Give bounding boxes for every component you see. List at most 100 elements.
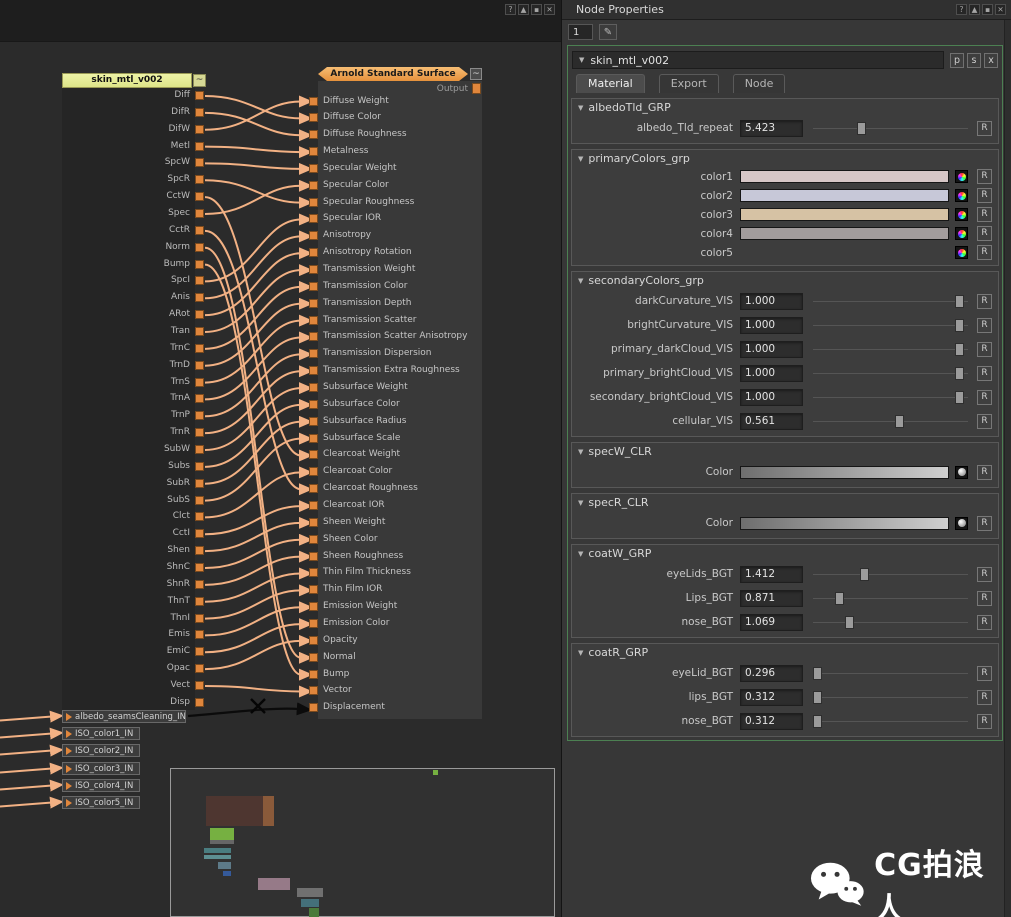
source-port-TrnP[interactable] [195, 411, 204, 421]
color-picker-icon[interactable] [955, 189, 968, 202]
slider-handle[interactable] [813, 666, 822, 680]
target-port-Sheen Weight[interactable] [309, 517, 318, 527]
reset-button[interactable]: R [977, 169, 992, 184]
slider[interactable] [813, 567, 968, 582]
source-port-DifW[interactable] [195, 124, 204, 134]
reset-button[interactable]: R [977, 389, 992, 405]
input-node-albedo_seamsCleaning_IN[interactable]: albedo_seamsCleaning_IN [62, 710, 186, 723]
source-port-Diff[interactable] [195, 91, 204, 100]
value-field[interactable]: 1.000 [740, 364, 803, 382]
source-port-CctW[interactable] [195, 192, 204, 202]
reset-button[interactable]: R [977, 341, 992, 357]
source-port-Norm[interactable] [195, 242, 204, 252]
target-port-Transmission Color[interactable] [309, 281, 318, 291]
color-picker-icon[interactable] [955, 227, 968, 240]
reset-button[interactable]: R [977, 665, 992, 681]
target-port-Clearcoat Roughness[interactable] [309, 484, 318, 494]
reset-button[interactable]: R [977, 689, 992, 705]
close-icon[interactable]: ✕ [544, 4, 555, 15]
target-port-Vector[interactable] [309, 686, 318, 696]
source-port-TrnA[interactable] [195, 394, 204, 404]
input-node-ISO_color2_IN[interactable]: ISO_color2_IN [62, 744, 140, 757]
input-node-ISO_color1_IN[interactable]: ISO_color1_IN [62, 727, 140, 740]
source-port-TrnS[interactable] [195, 377, 204, 387]
color-picker-icon[interactable] [955, 246, 968, 259]
source-port-TrnD[interactable] [195, 360, 204, 370]
target-port-Specular Roughness[interactable] [309, 197, 318, 207]
color-picker-icon[interactable] [955, 208, 968, 221]
slider-handle[interactable] [954, 318, 964, 332]
slider-handle[interactable] [954, 342, 964, 356]
slider[interactable] [813, 342, 968, 357]
pin-icon[interactable]: ▪ [982, 4, 993, 15]
slider[interactable] [813, 714, 968, 729]
target-port-Metalness[interactable] [309, 147, 318, 157]
value-field[interactable]: 1.000 [740, 292, 803, 310]
source-port-CctI[interactable] [195, 529, 204, 539]
source-port-Vect[interactable] [195, 680, 204, 690]
slider-handle[interactable] [845, 615, 855, 629]
reset-button[interactable]: R [977, 365, 992, 381]
color-swatch[interactable] [740, 227, 949, 240]
input-node-ISO_color3_IN[interactable]: ISO_color3_IN [62, 762, 140, 775]
slider[interactable] [813, 318, 968, 333]
reset-button[interactable]: R [977, 590, 992, 606]
target-port-Diffuse Weight[interactable] [309, 96, 318, 106]
slider-handle[interactable] [834, 591, 844, 605]
pin-icon[interactable]: ▪ [531, 4, 542, 15]
source-port-SubW[interactable] [195, 444, 204, 454]
slider[interactable] [813, 414, 968, 429]
target-port-Sheen Roughness[interactable] [309, 551, 318, 561]
group-header[interactable]: ▼ coatR_GRP [572, 644, 998, 661]
target-port-Emission Weight[interactable] [309, 602, 318, 612]
source-node-menu-button[interactable]: ~ [193, 74, 206, 87]
ramp-preview[interactable] [740, 516, 949, 530]
source-port-ThnI[interactable] [195, 613, 204, 623]
target-node-menu-button[interactable]: ~ [470, 68, 482, 80]
reset-button[interactable]: R [977, 614, 992, 630]
target-port-Anisotropy[interactable] [309, 231, 318, 241]
color-swatch[interactable] [740, 246, 949, 259]
source-port-Opac[interactable] [195, 664, 204, 674]
group-header[interactable]: ▼ coatW_GRP [572, 545, 998, 562]
source-port-TrnR[interactable] [195, 428, 204, 438]
help-icon[interactable]: ? [956, 4, 967, 15]
source-port-SpcW[interactable] [195, 158, 204, 168]
output-port[interactable] [472, 83, 481, 94]
p-button[interactable]: p [950, 52, 964, 68]
target-port-Bump[interactable] [309, 669, 318, 679]
target-port-Clearcoat Weight[interactable] [309, 450, 318, 460]
group-header[interactable]: ▼ primaryColors_grp [572, 150, 998, 167]
node-index-input[interactable] [568, 24, 593, 40]
target-port-Thin Film IOR[interactable] [309, 585, 318, 595]
slider-handle[interactable] [813, 714, 822, 728]
input-node-ISO_color4_IN[interactable]: ISO_color4_IN [62, 779, 140, 792]
value-field[interactable]: 0.871 [740, 589, 803, 607]
target-port-Clearcoat IOR[interactable] [309, 501, 318, 511]
source-port-ARot[interactable] [195, 310, 204, 320]
target-port-Sheen Color[interactable] [309, 534, 318, 544]
target-port-Transmission Scatter[interactable] [309, 315, 318, 325]
slider[interactable] [813, 390, 968, 405]
source-port-Spec[interactable] [195, 208, 204, 218]
target-port-Subsurface Color[interactable] [309, 399, 318, 409]
tab-export[interactable]: Export [658, 74, 719, 93]
target-port-Displacement[interactable] [309, 703, 318, 713]
source-port-Shen[interactable] [195, 546, 204, 556]
texture-icon[interactable] [955, 516, 968, 530]
slider[interactable] [813, 615, 968, 630]
tab-node[interactable]: Node [732, 74, 786, 93]
reset-button[interactable]: R [977, 317, 992, 333]
source-port-SpcR[interactable] [195, 175, 204, 185]
slider-handle[interactable] [894, 414, 904, 428]
value-field[interactable]: 0.312 [740, 688, 803, 706]
source-port-ShnC[interactable] [195, 562, 204, 572]
source-port-Metl[interactable] [195, 141, 204, 151]
target-port-Emission Color[interactable] [309, 619, 318, 629]
reset-button[interactable]: R [977, 515, 992, 531]
color-swatch[interactable] [740, 189, 949, 202]
target-port-Subsurface Radius[interactable] [309, 416, 318, 426]
target-port-Transmission Weight[interactable] [309, 265, 318, 275]
source-port-Tran[interactable] [195, 326, 204, 336]
target-port-Thin Film Thickness[interactable] [309, 568, 318, 578]
